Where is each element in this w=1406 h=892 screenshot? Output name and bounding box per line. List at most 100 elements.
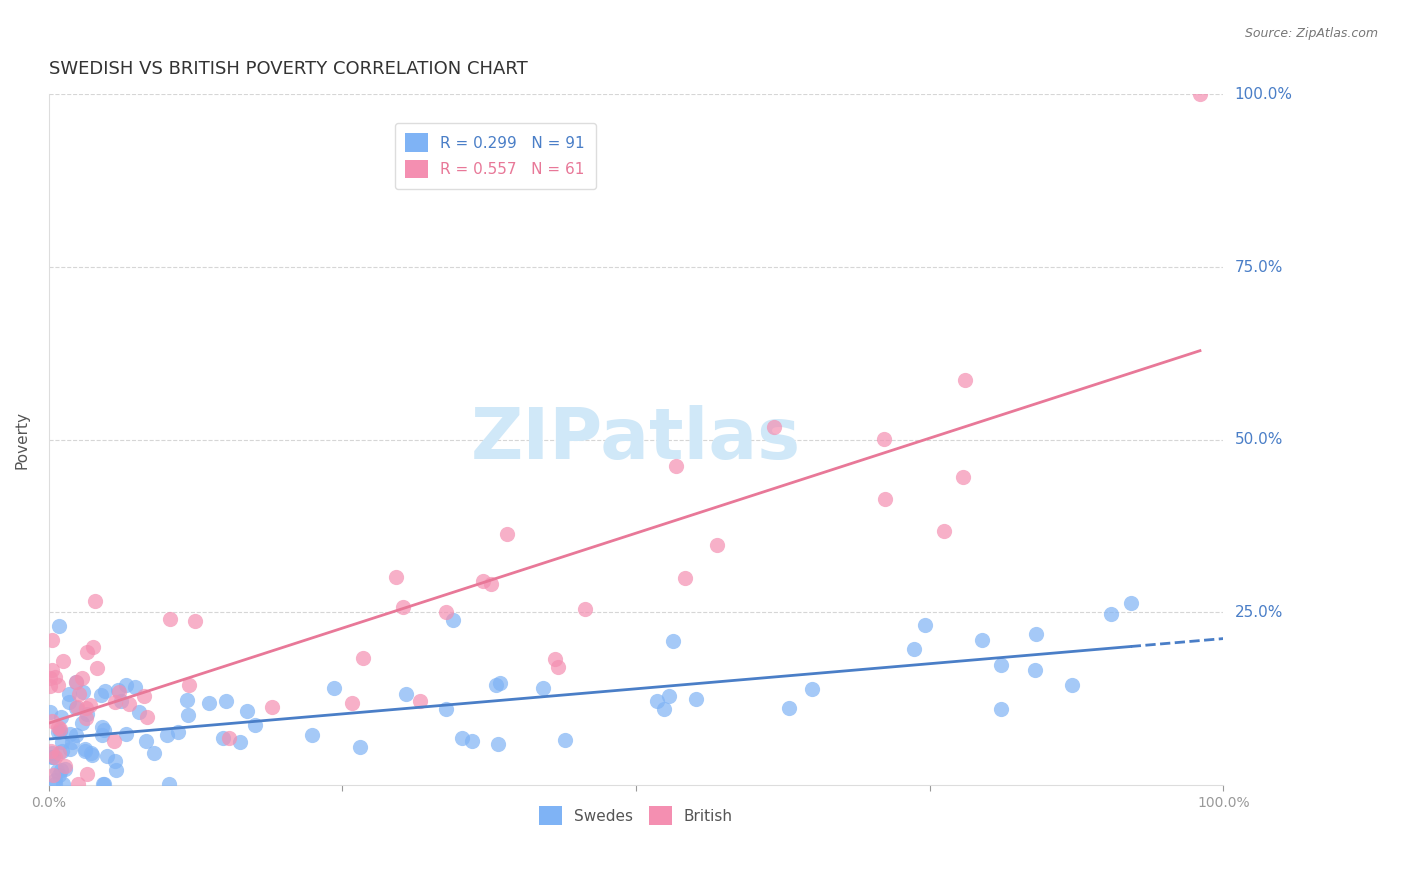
Point [70, 671, 93, 685]
Point [53, 759, 76, 773]
Point [104, 695, 127, 709]
Point [914, 618, 936, 632]
Point [218, 731, 240, 746]
Point [82, 640, 104, 655]
Point [103, 754, 125, 768]
Point [49, 710, 72, 724]
Point [461, 733, 484, 747]
Point [953, 373, 976, 387]
Point [301, 728, 323, 742]
Legend: Swedes, British: Swedes, British [531, 799, 741, 833]
Point [53, 762, 76, 776]
Point [779, 701, 801, 715]
Point [90, 729, 112, 743]
Point [488, 675, 510, 690]
Point [352, 650, 374, 665]
Point [52, 777, 75, 791]
Point [44, 750, 66, 764]
Point [972, 632, 994, 647]
Point [434, 702, 457, 716]
Point [214, 693, 236, 707]
Point [41, 750, 63, 764]
Point [107, 682, 129, 697]
Point [990, 658, 1012, 673]
Point [872, 432, 894, 446]
Point [554, 733, 576, 747]
Point [243, 718, 266, 732]
Point [118, 697, 141, 711]
Point [441, 613, 464, 627]
Point [59, 727, 82, 741]
Point [72, 685, 94, 699]
Point [49, 763, 72, 777]
Point [51, 735, 73, 749]
Point [73, 742, 96, 756]
Point [84, 593, 107, 607]
Point [93, 683, 115, 698]
Point [574, 602, 596, 616]
Point [82, 747, 104, 762]
Point [39, 671, 62, 685]
Text: Source: ZipAtlas.com: Source: ZipAtlas.com [1244, 27, 1378, 40]
Point [41, 714, 63, 728]
Point [479, 577, 502, 591]
Point [75, 700, 97, 714]
Point [157, 777, 180, 791]
Point [73, 744, 96, 758]
Point [409, 694, 432, 708]
Point [44, 777, 66, 791]
Point [706, 538, 728, 552]
Point [48, 723, 70, 738]
Point [136, 710, 159, 724]
Point [52, 655, 75, 669]
Point [471, 574, 494, 588]
Point [39, 744, 62, 758]
Point [70, 716, 93, 731]
Point [184, 614, 207, 628]
Point [645, 694, 668, 708]
Point [46, 678, 69, 692]
Point [86, 661, 108, 675]
Point [229, 735, 252, 749]
Point [93, 777, 115, 791]
Point [48, 746, 70, 760]
Point [323, 681, 346, 696]
Point [932, 524, 955, 538]
Point [90, 688, 112, 702]
Point [128, 706, 150, 720]
Point [76, 767, 98, 781]
Point [662, 634, 685, 648]
Point [260, 700, 283, 714]
Point [67, 777, 90, 791]
Point [547, 659, 569, 673]
Point [45, 764, 67, 778]
Point [59, 742, 82, 756]
Point [115, 727, 138, 741]
Point [156, 728, 179, 742]
Point [990, 702, 1012, 716]
Point [1099, 607, 1122, 621]
Point [665, 458, 688, 473]
Point [46, 725, 69, 739]
Point [873, 492, 896, 507]
Point [124, 681, 146, 695]
Point [159, 612, 181, 626]
Point [51, 744, 73, 758]
Point [658, 689, 681, 703]
Point [65, 675, 87, 690]
Point [198, 696, 221, 710]
Text: 100.0%: 100.0% [1234, 87, 1292, 102]
Point [1060, 678, 1083, 692]
Point [392, 600, 415, 615]
Point [58, 695, 80, 709]
Point [142, 746, 165, 760]
Text: ZIPatlas: ZIPatlas [471, 405, 801, 475]
Point [96, 748, 118, 763]
Point [167, 725, 190, 739]
Point [179, 678, 201, 692]
Point [176, 692, 198, 706]
Point [486, 737, 509, 751]
Point [39, 679, 62, 693]
Text: 25.0%: 25.0% [1234, 605, 1282, 620]
Point [41, 768, 63, 782]
